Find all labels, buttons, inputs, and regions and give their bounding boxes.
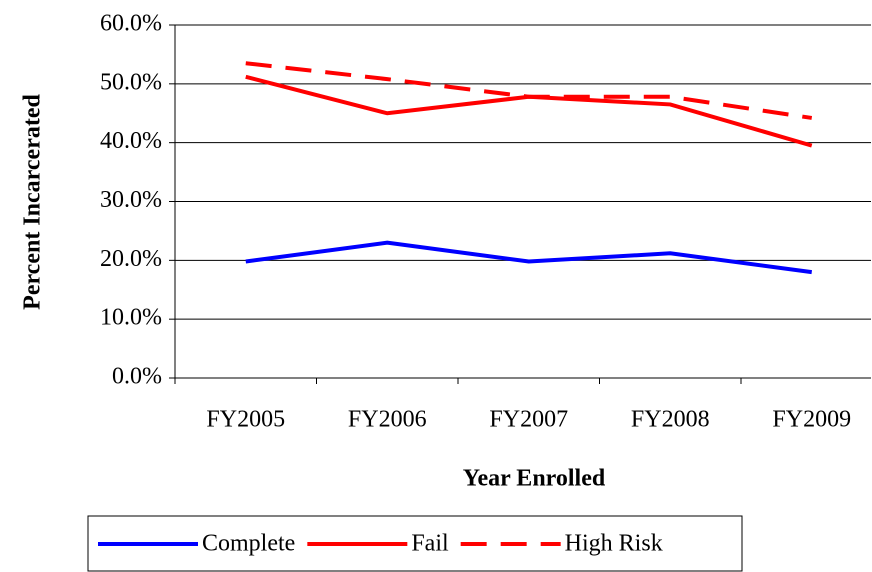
y-tick-label: 40.0% — [100, 128, 162, 154]
y-tick-label: 0.0% — [112, 364, 162, 390]
y-tick-label: 50.0% — [100, 69, 162, 95]
x-tick-label: FY2007 — [489, 407, 568, 433]
y-tick-label: 30.0% — [100, 187, 162, 213]
legend-box — [87, 515, 743, 572]
y-axis-label: Percent Incarcerated — [20, 94, 46, 310]
y-tick-label: 20.0% — [100, 246, 162, 272]
y-tick-label: 60.0% — [100, 11, 162, 37]
x-tick-label: FY2009 — [772, 407, 851, 433]
legend-label: Fail — [411, 531, 449, 557]
y-tick-label: 10.0% — [100, 305, 162, 331]
series-line — [245, 240, 813, 275]
legend-label: High Risk — [565, 531, 663, 557]
series-line — [245, 61, 813, 120]
x-axis-label: Year Enrolled — [463, 466, 606, 492]
x-tick-label: FY2008 — [631, 407, 710, 433]
legend-label: Complete — [202, 531, 295, 557]
x-tick-label: FY2005 — [206, 407, 285, 433]
series-line — [245, 74, 813, 148]
x-tick-label: FY2006 — [348, 407, 427, 433]
